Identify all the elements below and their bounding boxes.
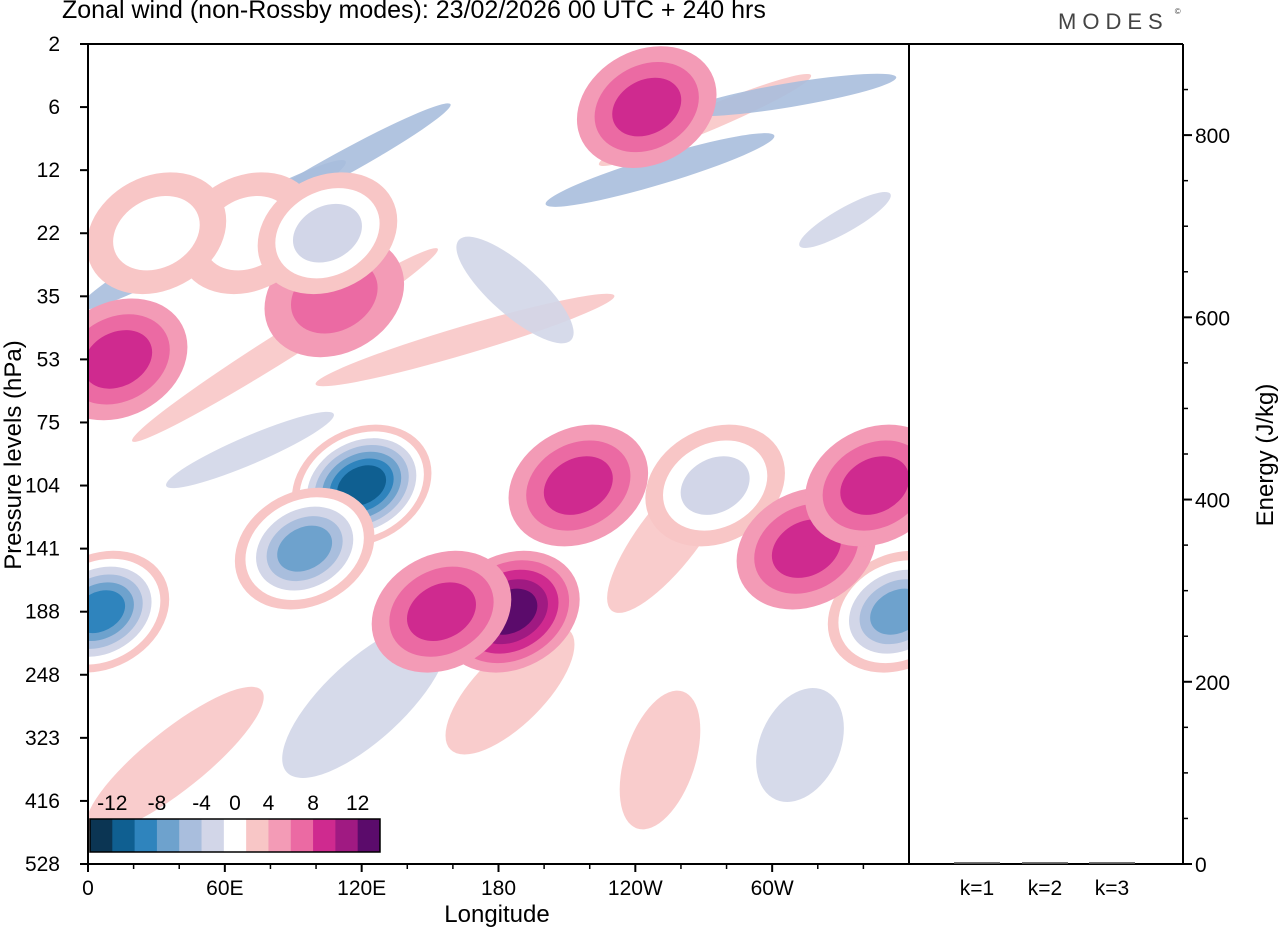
y-tick-label: 12 bbox=[37, 159, 60, 182]
energy-bar-label: k=2 bbox=[1028, 877, 1062, 900]
energy-bar-label: k=3 bbox=[1095, 877, 1129, 900]
chart-canvas: 2 6 12 22 35 53 75 104 141 188 248 323 416 528 0 60E 12… bbox=[0, 0, 1280, 930]
colorbar-swatch bbox=[268, 819, 291, 852]
x-tick-label: 60E bbox=[206, 877, 243, 900]
x-tick-label: 180 bbox=[481, 877, 516, 900]
y-tick-label: 528 bbox=[25, 853, 60, 876]
colorbar-label: -8 bbox=[148, 792, 167, 815]
x-axis-title: Longitude bbox=[444, 901, 549, 928]
x-tick-label: 120E bbox=[337, 877, 386, 900]
colorbar-swatch bbox=[313, 819, 336, 852]
y-tick-label: 323 bbox=[25, 727, 60, 750]
colorbar-swatch bbox=[135, 819, 158, 852]
y-tick-label: 188 bbox=[25, 601, 60, 624]
colorbar-label: -4 bbox=[192, 792, 211, 815]
energy-bar bbox=[1022, 862, 1068, 864]
energy-axis: 0 200 400 600 800 bbox=[1183, 90, 1230, 877]
colorbar-swatch bbox=[157, 819, 180, 852]
y-tick-label: 104 bbox=[25, 475, 60, 498]
longitude-axis: 0 60E 120E 180 120W 60W bbox=[82, 864, 863, 900]
energy-axis-title: Energy (J/kg) bbox=[1252, 384, 1279, 527]
energy-bar-label: k=1 bbox=[960, 877, 994, 900]
colorbar-swatch bbox=[246, 819, 269, 852]
x-tick-label: 60W bbox=[751, 877, 794, 900]
colorbar-label: -12 bbox=[97, 792, 127, 815]
wind-field bbox=[8, 22, 989, 852]
colorbar-swatch bbox=[224, 819, 247, 852]
y-tick-label: 35 bbox=[37, 285, 60, 308]
energy-tick-label: 200 bbox=[1195, 672, 1230, 695]
y-tick-label: 6 bbox=[48, 96, 60, 119]
energy-bar bbox=[954, 862, 1000, 864]
colorbar-swatch bbox=[90, 819, 113, 852]
energy-tick-label: 800 bbox=[1195, 125, 1230, 148]
colorbar-swatch bbox=[112, 819, 135, 852]
energy-tick-label: 0 bbox=[1195, 854, 1207, 877]
colorbar-swatch bbox=[291, 819, 314, 852]
energy-tick-label: 400 bbox=[1195, 490, 1230, 513]
y-axis-title: Pressure levels (hPa) bbox=[0, 340, 27, 569]
y-tick-label: 75 bbox=[37, 411, 60, 434]
energy-tick-label: 600 bbox=[1195, 307, 1230, 330]
colorbar-label: 8 bbox=[307, 792, 319, 815]
x-tick-label: 120W bbox=[608, 877, 663, 900]
background-streak bbox=[794, 184, 897, 257]
y-tick-label: 2 bbox=[48, 33, 60, 56]
y-tick-label: 248 bbox=[25, 664, 60, 687]
background-streak bbox=[604, 680, 716, 839]
energy-bars: k=1 k=2 k=3 bbox=[954, 862, 1135, 900]
colorbar-swatch bbox=[358, 819, 381, 852]
colorbar-swatch bbox=[202, 819, 225, 852]
y-tick-label: 141 bbox=[25, 538, 60, 561]
colorbar-label: 4 bbox=[263, 792, 275, 815]
y-tick-label: 53 bbox=[37, 348, 60, 371]
x-tick-label: 0 bbox=[82, 877, 94, 900]
y-tick-label: 22 bbox=[37, 222, 60, 245]
pressure-axis: 2 6 12 22 35 53 75 104 141 188 248 323 416 528 bbox=[25, 33, 88, 876]
background-streak bbox=[739, 674, 861, 816]
y-tick-label: 416 bbox=[25, 790, 60, 813]
colorbar-label: 0 bbox=[229, 792, 241, 815]
colorbar-swatch bbox=[335, 819, 358, 852]
energy-bar bbox=[1089, 862, 1135, 864]
colorbar-swatch bbox=[179, 819, 202, 852]
colorbar-label: 12 bbox=[346, 792, 369, 815]
